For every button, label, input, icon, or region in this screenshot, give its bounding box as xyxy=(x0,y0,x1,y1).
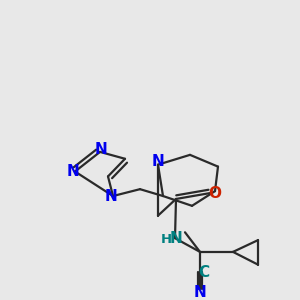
Text: H: H xyxy=(160,232,172,246)
Text: N: N xyxy=(169,231,182,246)
Text: N: N xyxy=(66,164,79,179)
Text: O: O xyxy=(208,186,221,201)
Text: C: C xyxy=(198,265,209,280)
Text: N: N xyxy=(94,142,107,157)
Text: N: N xyxy=(152,154,164,169)
Text: N: N xyxy=(194,285,206,300)
Text: N: N xyxy=(104,188,117,203)
